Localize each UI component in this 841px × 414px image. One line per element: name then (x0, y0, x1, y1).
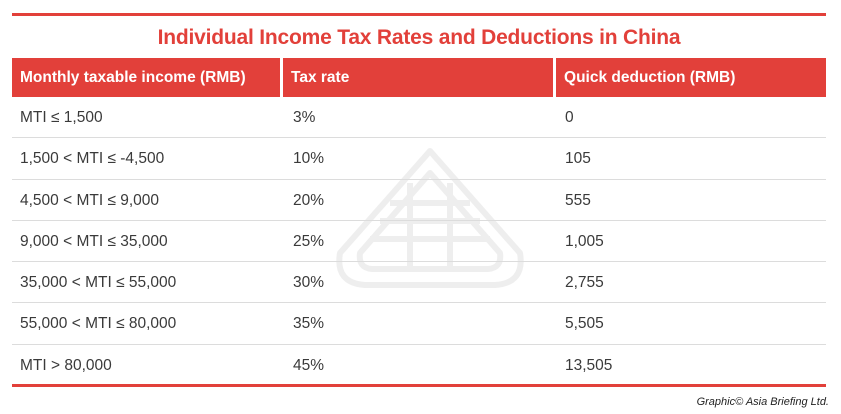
header-separator (280, 58, 284, 97)
rate-cell: 3% (293, 109, 316, 126)
rate-cell: 20% (293, 191, 325, 209)
tax-table-graphic: Individual Income Tax Rates and Deductio… (12, 13, 827, 387)
income-cell: 55,000 < MTI ≤ 80,000 (20, 315, 177, 333)
income-cell: MTI > 80,000 (20, 356, 112, 374)
bottom-rule (12, 384, 826, 387)
income-cell: 4,500 < MTI ≤ 9,000 (20, 191, 160, 209)
income-cell: 9,000 < MTI ≤ 35,000 (20, 232, 168, 250)
top-rule (12, 13, 826, 16)
income-cell: 35,000 < MTI ≤ 55,000 (20, 274, 177, 292)
rate-cell: 45% (293, 356, 325, 374)
deduction-cell: 105 (565, 150, 591, 168)
page-title: Individual Income Tax Rates and Deductio… (157, 26, 681, 49)
header-separator (553, 58, 557, 97)
column-header-rate: Tax rate (283, 58, 554, 97)
income-cell: 1,500 < MTI ≤ -4,500 (20, 150, 165, 168)
rate-cell: 10% (293, 150, 325, 168)
table-header: Monthly taxable income (RMB) Tax rate Qu… (12, 58, 827, 97)
deduction-cell: 2,755 (565, 274, 604, 292)
table-row: 9,000 < MTI ≤ 35,000 25% 1,005 (12, 221, 826, 263)
column-header-deduction: Quick deduction (RMB) (556, 58, 827, 97)
asia-briefing-logo-watermark-icon (336, 148, 524, 288)
graphic-credit: Graphic© Asia Briefing Ltd. (696, 396, 829, 408)
table-row: 55,000 < MTI ≤ 80,000 35% 5,505 (12, 303, 826, 345)
rate-cell: 30% (293, 274, 325, 292)
deduction-cell: 0 (565, 109, 574, 126)
table-body: MTI ≤ 1,500 3% 0 1,500 < MTI ≤ -4,500 10… (12, 97, 826, 386)
table-row: 35,000 < MTI ≤ 55,000 30% 2,755 (12, 262, 826, 304)
deduction-cell: 1,005 (565, 232, 604, 250)
rate-cell: 25% (293, 232, 325, 250)
rate-cell: 35% (293, 315, 325, 333)
table-row: 4,500 < MTI ≤ 9,000 20% 555 (12, 180, 826, 221)
table-row: 1,500 < MTI ≤ -4,500 10% 105 (12, 138, 826, 180)
table-row: MTI ≤ 1,500 3% 0 (12, 97, 826, 139)
column-header-income: Monthly taxable income (RMB) (12, 58, 281, 97)
deduction-cell: 13,505 (565, 356, 613, 374)
table-row: MTI > 80,000 45% 13,505 (12, 345, 826, 386)
income-cell: MTI ≤ 1,500 (20, 109, 103, 126)
deduction-cell: 555 (565, 191, 591, 209)
deduction-cell: 5,505 (565, 315, 604, 333)
